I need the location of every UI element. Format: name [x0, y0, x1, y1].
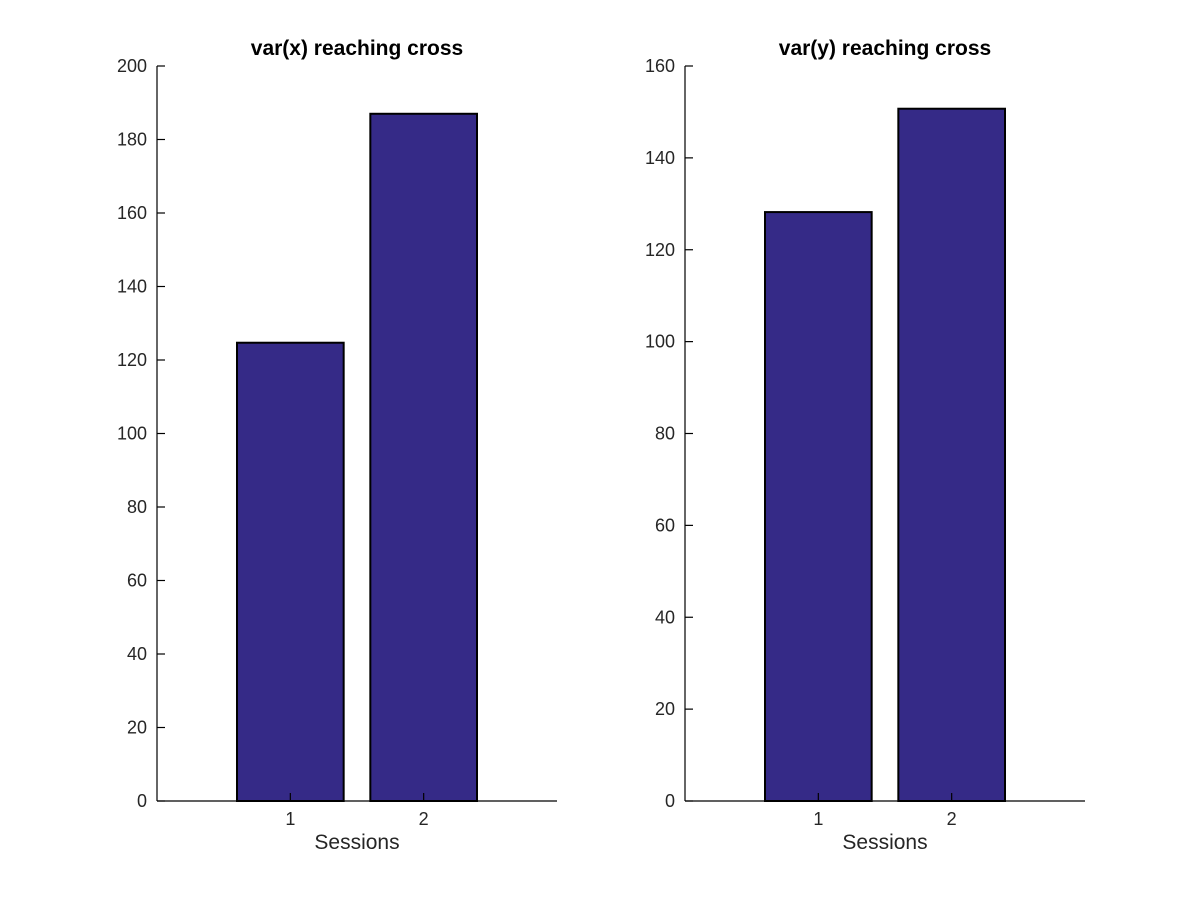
y-tick-label: 60 [127, 571, 147, 591]
y-tick-label: 160 [117, 203, 147, 223]
y-tick-label: 20 [127, 718, 147, 738]
x-tick-label: 2 [419, 809, 429, 829]
chart-title: var(x) reaching cross [251, 37, 463, 60]
y-tick-label: 200 [117, 56, 147, 76]
bar-2 [369, 112, 479, 802]
y-tick-label: 180 [117, 130, 147, 150]
chart-panel-2: 0 20 40 60 80 100 120 140 160 1 2 Sessions var(y) re… [645, 37, 1085, 854]
x-axis-label: Sessions [842, 831, 927, 854]
y-tick-label: 80 [655, 424, 675, 444]
y-tick-label: 140 [645, 148, 675, 168]
x-tick-label: 1 [813, 809, 823, 829]
y-tick-label: 60 [655, 515, 675, 535]
y-tick-label: 100 [117, 424, 147, 444]
bar-2 [897, 107, 1006, 803]
y-tick-label: 120 [117, 350, 147, 370]
x-axis-label: Sessions [314, 831, 399, 854]
y-tick-label: 40 [127, 644, 147, 664]
x-tick-label: 2 [947, 809, 957, 829]
y-tick-label: 160 [645, 56, 675, 76]
y-tick-label: 80 [127, 497, 147, 517]
y-tick-label: 0 [137, 791, 147, 811]
bar-1 [236, 341, 345, 802]
chart-title: var(y) reaching cross [779, 37, 991, 60]
chart-panel-1: 0 20 40 60 80 100 120 140 160 180 200 1 2 Sessions var… [117, 37, 557, 854]
bar-1 [764, 211, 873, 803]
y-tick-label: 20 [655, 699, 675, 719]
y-tick-label: 140 [117, 277, 147, 297]
y-tick-label: 120 [645, 240, 675, 260]
y-tick-label: 40 [655, 607, 675, 627]
y-tick-label: 100 [645, 332, 675, 352]
x-tick-label: 1 [285, 809, 295, 829]
y-tick-label: 0 [665, 791, 675, 811]
